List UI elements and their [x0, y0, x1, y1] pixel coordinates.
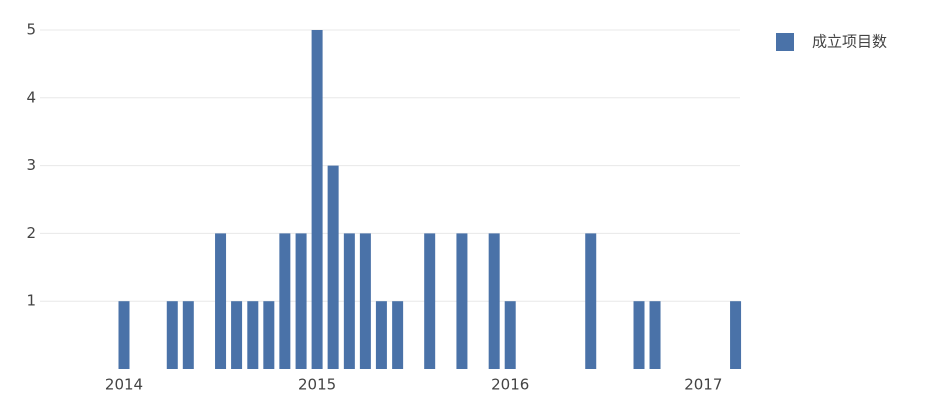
- bar: [182, 301, 194, 369]
- bar: [311, 30, 323, 369]
- bar: [295, 233, 307, 369]
- bar: [118, 301, 130, 369]
- bar: [504, 301, 516, 369]
- x-tick-label: 2016: [491, 376, 529, 394]
- bar: [424, 233, 436, 369]
- bar: [166, 301, 178, 369]
- x-tick-label: 2017: [684, 376, 722, 394]
- bar: [247, 301, 259, 369]
- bar: [633, 301, 645, 369]
- bar: [392, 301, 404, 369]
- y-tick-label: 4: [26, 88, 36, 106]
- bar: [327, 165, 339, 369]
- bar: [649, 301, 661, 369]
- bar: [231, 301, 243, 369]
- bar: [730, 301, 742, 369]
- x-tick-label: 2015: [298, 376, 336, 394]
- y-tick-label: 1: [26, 292, 36, 310]
- bar: [359, 233, 371, 369]
- legend-label: 成立项目数: [812, 33, 887, 51]
- bar: [456, 233, 468, 369]
- bar: [585, 233, 597, 369]
- legend-swatch: [776, 33, 794, 51]
- bar: [343, 233, 355, 369]
- bar: [375, 301, 387, 369]
- bar: [215, 233, 227, 369]
- x-tick-label: 2014: [105, 376, 143, 394]
- bar: [488, 233, 500, 369]
- y-tick-label: 2: [26, 224, 36, 242]
- y-tick-label: 3: [26, 156, 36, 174]
- y-tick-label: 5: [26, 21, 36, 39]
- bar: [279, 233, 291, 369]
- bar: [263, 301, 275, 369]
